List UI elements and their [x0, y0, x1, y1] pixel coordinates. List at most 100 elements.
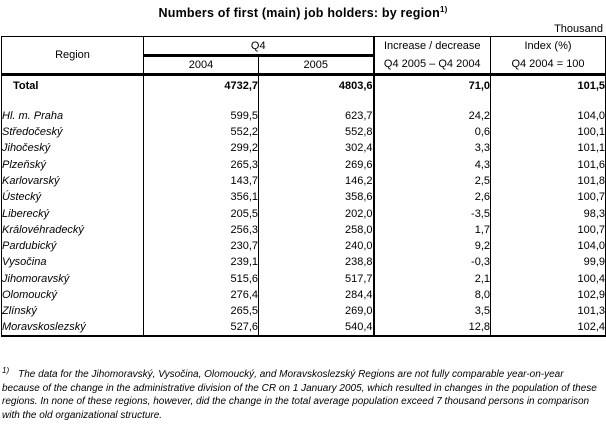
- title-footnote-ref: 1): [439, 5, 448, 14]
- footnote-ref: 1): [2, 365, 10, 375]
- region-name-cell: Moravskoslezský: [1, 319, 144, 336]
- page-title: Numbers of first (main) job holders: by …: [0, 0, 606, 20]
- table-row: Ústecký 356,1 358,6 2,6 100,7: [1, 189, 606, 206]
- value-2004-cell: 230,7: [143, 238, 259, 255]
- region-name-cell: Olomoucký: [1, 286, 144, 304]
- value-2005-cell: 202,0: [258, 205, 375, 222]
- regions-table: Region Q4 Increase / decrease Q4 2005 – …: [1, 36, 606, 337]
- table-row: Jihomoravský 515,6 517,7 2,1 100,4: [1, 270, 606, 287]
- value-2004-cell: 299,2: [143, 140, 259, 157]
- table-row: Olomoucký 276,4 284,4 8,0 102,9: [1, 286, 606, 304]
- value-increase-cell: 12,8: [373, 319, 491, 336]
- total-value-2005: 4803,6: [258, 74, 375, 96]
- value-2004-cell: 527,6: [143, 319, 259, 336]
- value-increase-cell: 24,2: [373, 107, 491, 124]
- value-2005-cell: 552,8: [258, 123, 375, 141]
- table-row: Karlovarský 143,7 146,2 2,5 101,8: [1, 172, 606, 190]
- total-value-2004: 4732,7: [143, 74, 259, 96]
- value-index-cell: 101,3: [577, 305, 605, 318]
- table-row: Liberecký 205,5 202,0 -3,5 98,3: [1, 205, 606, 222]
- table-row: Pardubický 230,7 240,0 9,2 104,0: [1, 238, 606, 255]
- column-header-increase-line1: Increase / decrease: [383, 40, 481, 53]
- unit-label: Thousand: [554, 23, 603, 36]
- value-2005-cell: 358,6: [258, 189, 375, 206]
- value-2004-cell: 356,1: [143, 189, 259, 206]
- value-2005-cell: 284,4: [258, 286, 375, 304]
- value-2005-cell: 623,7: [258, 107, 375, 124]
- region-name-cell: Ústecký: [1, 189, 144, 206]
- value-2005-cell: 240,0: [258, 238, 375, 255]
- table-row: Moravskoslezský 527,6 540,4 12,8 102,4: [1, 319, 606, 336]
- value-increase-cell: 2,5: [373, 172, 491, 190]
- value-2005-cell: 540,4: [258, 319, 375, 336]
- region-name-cell: Zlínský: [1, 303, 144, 320]
- value-index-cell: 101,8: [577, 174, 605, 187]
- header-row-2: 2004 2005: [2, 55, 606, 77]
- region-name-cell: Pardubický: [1, 238, 144, 255]
- value-index-cell: 100,4: [577, 272, 605, 285]
- region-name-cell: Plzeňský: [1, 156, 144, 173]
- column-header-index: Index (%) Q4 2004 = 100: [490, 36, 606, 77]
- table-row: Královéhradecký 256,3 258,0 1,7 100,7: [1, 221, 606, 239]
- value-2004-cell: 265,3: [143, 156, 259, 173]
- value-2004-cell: 205,5: [143, 205, 259, 222]
- value-2005-cell: 258,0: [258, 221, 375, 239]
- region-name-cell: Liberecký: [1, 205, 144, 222]
- value-increase-cell: 8,0: [373, 286, 491, 304]
- value-index-cell: 101,1: [577, 142, 605, 155]
- value-2005-cell: 146,2: [258, 172, 375, 190]
- column-header-2005: 2005: [258, 55, 375, 77]
- footnote-text: The data for the Jihomoravský, Vysočina,…: [2, 369, 597, 421]
- value-2004-cell: 276,4: [143, 286, 259, 304]
- region-name-cell: Královéhradecký: [1, 221, 144, 239]
- value-increase-cell: 9,2: [373, 238, 491, 255]
- value-2005-cell: 269,0: [258, 303, 375, 320]
- region-name-cell: Vysočina: [1, 254, 144, 271]
- value-2005-cell: 269,6: [258, 156, 375, 173]
- value-index-cell: 102,9: [577, 289, 605, 302]
- value-increase-cell: 3,3: [373, 140, 491, 157]
- region-name-cell: Hl. m. Praha: [1, 107, 144, 124]
- value-2004-cell: 256,3: [143, 221, 259, 239]
- value-increase-cell: -0,3: [373, 254, 491, 271]
- value-index-cell: 100,1: [577, 126, 605, 139]
- value-index-cell: 104,0: [577, 240, 605, 253]
- table-row: Středočeský 552,2 552,8 0,6 100,1: [1, 123, 606, 141]
- value-index-cell: 101,6: [577, 158, 605, 171]
- value-increase-cell: -3,5: [373, 205, 491, 222]
- column-header-increase-line2: Q4 2005 – Q4 2004: [383, 58, 481, 71]
- region-name-cell: Jihomoravský: [1, 270, 144, 287]
- value-index-cell: 100,7: [577, 223, 605, 236]
- value-increase-cell: 2,1: [373, 270, 491, 287]
- value-index-cell: 102,4: [577, 321, 605, 334]
- value-2004-cell: 552,2: [143, 123, 259, 141]
- value-index-cell: 99,9: [583, 256, 605, 269]
- footnote: 1) The data for the Jihomoravský, Vysočin…: [2, 364, 604, 422]
- page-title-text: Numbers of first (main) job holders: by …: [158, 6, 440, 21]
- column-header-q4: Q4: [143, 36, 374, 58]
- header-row-1: Region Q4 Increase / decrease Q4 2005 – …: [1, 36, 606, 77]
- value-2005-cell: 517,7: [258, 270, 375, 287]
- table-row: Hl. m. Praha 599,5 623,7 24,2 104,0: [1, 107, 606, 124]
- value-2004-cell: 599,5: [143, 107, 259, 124]
- region-name-cell: Středočeský: [1, 123, 144, 141]
- spacer-row: [1, 95, 606, 108]
- value-2004-cell: 239,1: [143, 254, 259, 271]
- value-2005-cell: 302,4: [258, 140, 375, 157]
- value-increase-cell: 2,6: [373, 189, 491, 206]
- table-header: Region Q4 Increase / decrease Q4 2005 – …: [1, 36, 606, 77]
- value-index-cell: 104,0: [577, 109, 605, 122]
- region-name-cell: Jihočeský: [1, 140, 144, 157]
- value-2004-cell: 515,6: [143, 270, 259, 287]
- value-2004-cell: 143,7: [143, 172, 259, 190]
- value-increase-cell: 1,7: [373, 221, 491, 239]
- total-value-index: 101,5: [577, 79, 605, 92]
- value-index-cell: 98,3: [583, 207, 605, 220]
- table-row: Vysočina 239,1 238,8 -0,3 99,9: [1, 254, 606, 271]
- value-index-cell: 100,7: [577, 191, 605, 204]
- table-row: Zlínský 265,5 269,0 3,5 101,3: [1, 303, 606, 320]
- value-2004-cell: 265,5: [143, 303, 259, 320]
- table-row: Jihočeský 299,2 302,4 3,3 101,1: [1, 140, 606, 157]
- total-value-increase: 71,0: [373, 74, 491, 96]
